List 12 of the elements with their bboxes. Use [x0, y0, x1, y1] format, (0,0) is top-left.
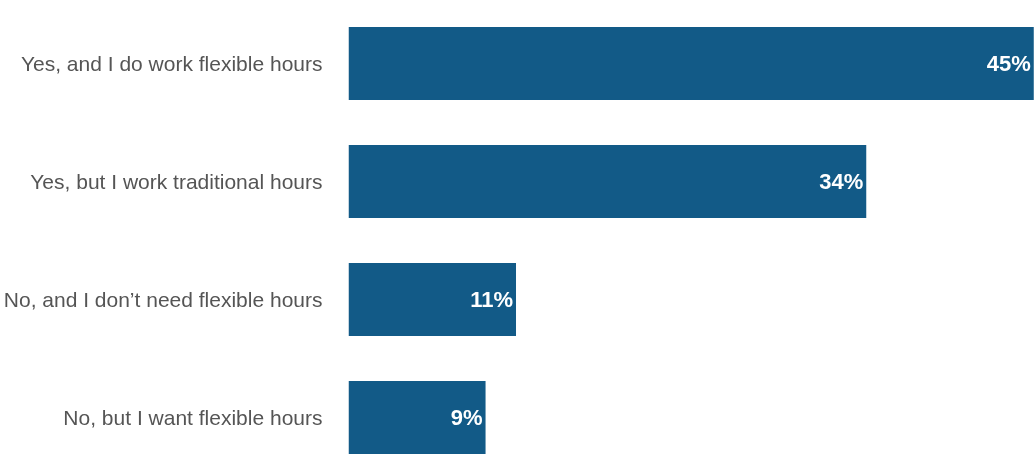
bar	[348, 26, 1034, 101]
bar	[348, 262, 517, 337]
data-label: 9%	[450, 405, 483, 430]
y-tick-label: Yes, and I do work flexible hours	[20, 52, 323, 75]
y-tick-label: No, but I want flexible hours	[63, 406, 323, 429]
y-tick-label: No, and I don’t need flexible hours	[3, 288, 323, 311]
bar	[348, 380, 486, 455]
y-tick-label: Yes, but I work traditional hours	[30, 170, 323, 193]
data-label: 45%	[986, 51, 1031, 76]
bar	[348, 144, 867, 219]
data-label: 11%	[470, 287, 514, 312]
data-label: 34%	[819, 169, 864, 194]
